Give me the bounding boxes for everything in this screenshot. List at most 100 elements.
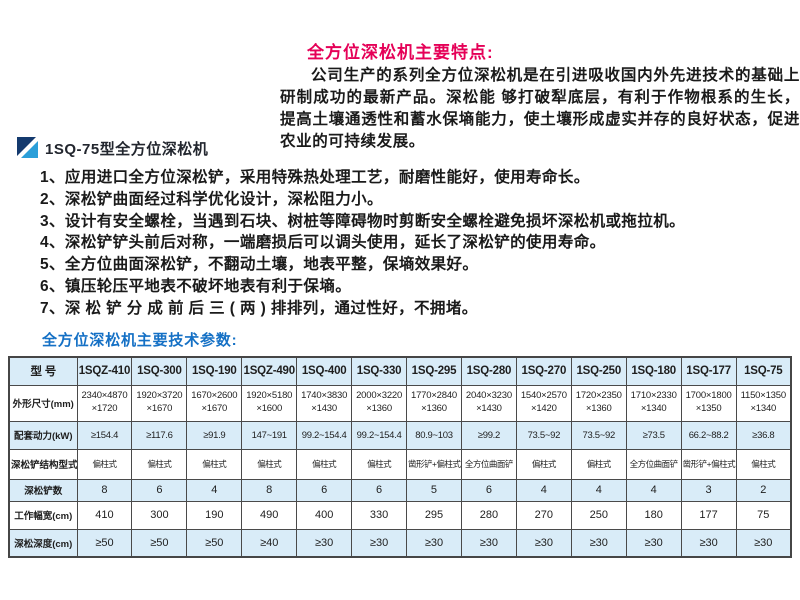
- feature-item: 4、深松铲铲头前后对称，一端磨损后可以调头使用，延长了深松铲的使用寿命。: [40, 234, 606, 252]
- spec-value-cell: 凿形铲+偏柱式: [406, 448, 462, 480]
- spec-value-cell: 73.5~92: [570, 420, 627, 450]
- spec-value-cell: 180: [625, 500, 682, 530]
- spec-row-label: 工作幅宽(cm): [8, 500, 78, 530]
- spec-model-header: 1SQ-190: [186, 356, 243, 386]
- spec-value-cell: 8: [241, 478, 298, 502]
- feature-item: 6、镇压轮压平地表不破坏地表有利于保墒。: [40, 277, 352, 295]
- spec-value-cell: 偏柱式: [186, 448, 243, 480]
- spec-model-header: 1SQ-330: [351, 356, 408, 386]
- spec-value-cell: 偏柱式: [296, 448, 353, 480]
- features-list: 1、应用进口全方位深松铲，采用特殊热处理工艺，耐磨性能好，使用寿命长。 2、深松…: [40, 167, 785, 320]
- spec-value-cell: 偏柱式: [131, 448, 188, 480]
- spec-model-header: 1SQ-295: [406, 356, 462, 386]
- spec-value-cell: ≥50: [76, 528, 133, 558]
- spec-value-cell: ≥50: [186, 528, 243, 558]
- spec-value-cell: 295: [406, 500, 462, 530]
- product-title: 1SQ-75型全方位深松机: [45, 141, 209, 158]
- spec-value-cell: 全方位曲面铲: [460, 448, 517, 480]
- intro-paragraph: 公司生产的系列全方位深松机是在引进吸收国内外先进技术的基础上研制成功的最新产品。…: [280, 67, 800, 150]
- spec-value-cell: ≥40: [241, 528, 298, 558]
- spec-row-label: 深松铲数: [8, 478, 78, 502]
- spec-value-cell: ≥30: [680, 528, 737, 558]
- spec-value-cell: 4: [515, 478, 572, 502]
- spec-row-label: 深松深度(cm): [8, 528, 78, 558]
- spec-value-cell: 偏柱式: [515, 448, 572, 480]
- feature-item: 5、全方位曲面深松铲，不翻动土壤，地表平整，保墒效果好。: [40, 256, 479, 274]
- table-row: 工作幅宽(cm) 410 300 190 490 400 330 295 280 270 250 18…: [8, 500, 792, 530]
- feature-item: 1、应用进口全方位深松铲，采用特殊热处理工艺，耐磨性能好，使用寿命长。: [40, 169, 590, 186]
- spec-value-cell: 6: [131, 478, 188, 502]
- spec-value-cell: 2: [735, 478, 792, 502]
- spec-value-cell: 偏柱式: [351, 448, 408, 480]
- spec-value-cell: 4: [186, 478, 243, 502]
- spec-value-cell: 8: [76, 478, 133, 502]
- spec-value-cell: 2000×3220 ×1360: [351, 384, 408, 422]
- dual-triangle-logo-icon: [17, 137, 38, 158]
- spec-value-cell: ≥73.5: [625, 420, 682, 450]
- spec-value-cell: 270: [515, 500, 572, 530]
- spec-model-header: 1SQ-75: [735, 356, 792, 386]
- spec-value-cell: 1700×1800 ×1350: [680, 384, 737, 422]
- spec-value-cell: 凿形铲+偏柱式: [680, 448, 737, 480]
- spec-value-cell: 75: [735, 500, 792, 530]
- spec-model-header: 1SQ-300: [131, 356, 188, 386]
- spec-value-cell: 6: [296, 478, 353, 502]
- spec-model-header: 1SQ-400: [296, 356, 353, 386]
- spec-value-cell: 1920×3720 ×1670: [131, 384, 188, 422]
- spec-value-cell: ≥117.6: [131, 420, 188, 450]
- spec-value-cell: ≥50: [131, 528, 188, 558]
- spec-row-label: 配套动力(kW): [8, 420, 78, 450]
- spec-value-cell: ≥30: [625, 528, 682, 558]
- spec-value-cell: 1150×1350 ×1340: [735, 384, 792, 422]
- spec-value-cell: 5: [406, 478, 462, 502]
- spec-value-cell: 1720×2350 ×1360: [570, 384, 627, 422]
- spec-value-cell: ≥99.2: [460, 420, 517, 450]
- spec-value-cell: 1670×2600 ×1670: [186, 384, 243, 422]
- spec-value-cell: 99.2~154.4: [296, 420, 353, 450]
- spec-value-cell: ≥36.8: [735, 420, 792, 450]
- spec-value-cell: 全方位曲面铲: [625, 448, 682, 480]
- spec-value-cell: ≥30: [460, 528, 517, 558]
- spec-value-cell: 偏柱式: [735, 448, 792, 480]
- spec-model-header: 1SQ-270: [515, 356, 572, 386]
- spec-model-header: 1SQ-180: [625, 356, 682, 386]
- spec-value-cell: 147~191: [241, 420, 298, 450]
- features-heading: 全方位深松机主要特点:: [307, 43, 494, 62]
- spec-value-cell: 490: [241, 500, 298, 530]
- spec-value-cell: 1920×5180 ×1600: [241, 384, 298, 422]
- spec-value-cell: 1710×2330 ×1340: [625, 384, 682, 422]
- feature-item: 2、深松铲曲面经过科学优化设计，深松阻力小。: [40, 190, 383, 208]
- spec-model-header: 1SQ-177: [680, 356, 737, 386]
- spec-value-cell: 1740×3830 ×1430: [296, 384, 353, 422]
- table-row: 外形尺寸(mm) 2340×4870 ×1720 1920×3720 ×1670 16…: [8, 384, 792, 422]
- spec-value-cell: 400: [296, 500, 353, 530]
- spec-value-cell: ≥30: [296, 528, 353, 558]
- spec-value-cell: ≥30: [406, 528, 462, 558]
- spec-value-cell: 4: [625, 478, 682, 502]
- spec-value-cell: 1540×2570 ×1420: [515, 384, 572, 422]
- spec-value-cell: 99.2~154.4: [351, 420, 408, 450]
- spec-value-cell: 410: [76, 500, 133, 530]
- spec-value-cell: 6: [351, 478, 408, 502]
- spec-value-cell: 2340×4870 ×1720: [76, 384, 133, 422]
- spec-value-cell: ≥30: [735, 528, 792, 558]
- feature-item: 3、设计有安全螺栓，当遇到石块、树桩等障碍物时剪断安全螺栓避免损坏深松机或拖拉机…: [40, 212, 686, 230]
- specs-heading: 全方位深松机主要技术参数:: [42, 332, 238, 349]
- spec-model-header: 1SQZ-410: [76, 356, 133, 386]
- specs-table: 型 号 1SQZ-410 1SQ-300 1SQ-190 1SQZ-490 1SQ-400…: [8, 356, 792, 558]
- table-header-row: 型 号 1SQZ-410 1SQ-300 1SQ-190 1SQZ-490 1SQ-400…: [8, 356, 792, 386]
- spec-value-cell: 177: [680, 500, 737, 530]
- feature-item: 7、深 松 铲 分 成 前 后 三 ( 两 ) 排排列，通过性好，不拥堵。: [40, 299, 478, 317]
- table-row: 深松深度(cm) ≥50 ≥50 ≥50 ≥40 ≥30 ≥30 ≥30 ≥30 ≥30 ≥30 ≥3…: [8, 528, 792, 558]
- spec-value-cell: 6: [460, 478, 517, 502]
- spec-value-cell: 73.5~92: [515, 420, 572, 450]
- spec-row-label: 深松铲结构型式: [8, 448, 78, 480]
- spec-value-cell: 66.2~88.2: [680, 420, 737, 450]
- spec-value-cell: ≥30: [515, 528, 572, 558]
- spec-value-cell: 偏柱式: [570, 448, 627, 480]
- spec-value-cell: ≥30: [570, 528, 627, 558]
- spec-row-label: 外形尺寸(mm): [8, 384, 78, 422]
- spec-model-header: 1SQZ-490: [241, 356, 298, 386]
- spec-value-cell: ≥30: [351, 528, 408, 558]
- table-row: 深松铲数 8 6 4 8 6 6 5 6 4 4 4 3 2: [8, 478, 792, 502]
